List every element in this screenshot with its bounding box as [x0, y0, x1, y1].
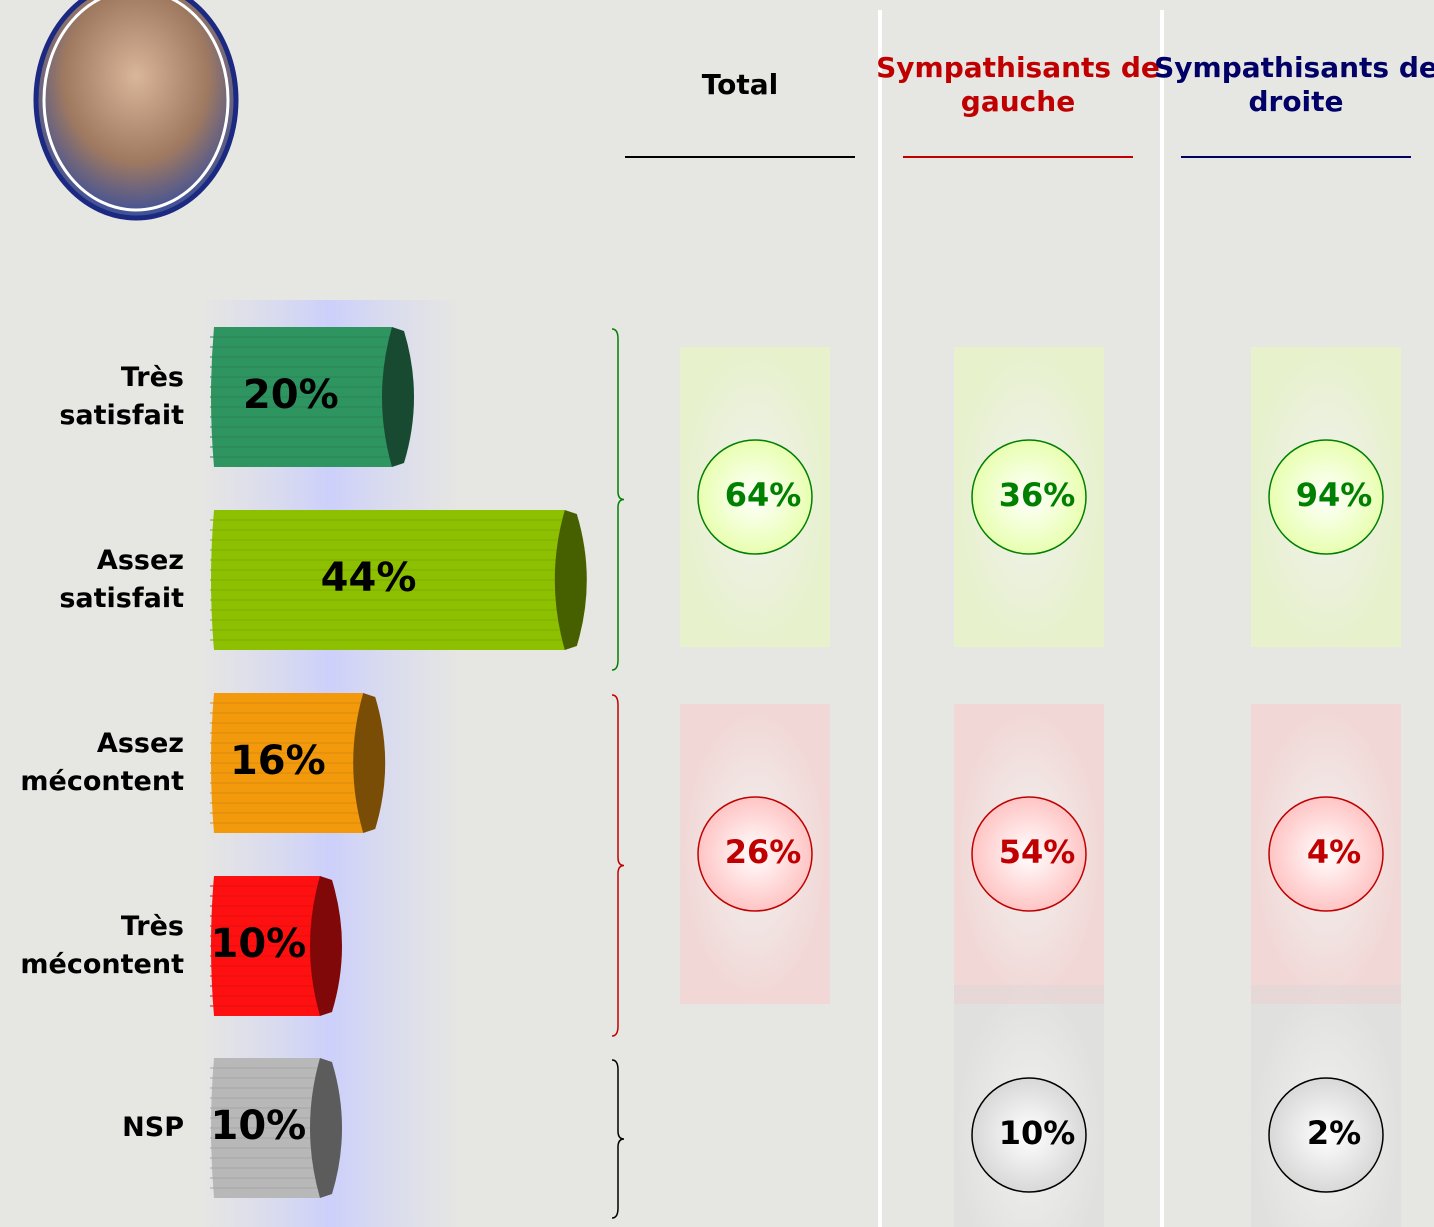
group-brace — [612, 1060, 624, 1218]
category-label: Très mécontent — [0, 896, 184, 996]
bar-value-label: 10% — [211, 1103, 307, 1149]
group-brace — [612, 329, 624, 670]
category-label: Assez mécontent — [0, 713, 184, 813]
infographic: 20% 44% 16% 10% 10% 64% 26% 36% 54% 10% 94% 4% 2% Tr… — [0, 0, 1434, 1227]
bar-value-label: 20% — [243, 372, 339, 418]
value-label: 94% — [1296, 476, 1373, 514]
category-label: Très satisfait — [0, 347, 184, 447]
value-label: 54% — [999, 833, 1076, 871]
category-label: NSP — [0, 1078, 184, 1178]
value-label: 2% — [1307, 1114, 1361, 1152]
bar-value-label: 16% — [230, 738, 326, 784]
column-header: Sympathisants de droite — [1151, 45, 1434, 125]
chart: 20% 44% 16% 10% 10% 64% 26% 36% 54% 10% 94% 4% 2% — [0, 0, 1434, 1227]
value-label: 64% — [725, 476, 802, 514]
bar-value-label: 44% — [321, 555, 417, 601]
value-label: 26% — [725, 833, 802, 871]
value-label: 36% — [999, 476, 1076, 514]
value-label: 10% — [999, 1114, 1076, 1152]
value-label: 4% — [1307, 833, 1361, 871]
category-label: Assez satisfait — [0, 530, 184, 630]
column-header: Sympathisants de gauche — [873, 45, 1163, 125]
bar-value-label: 10% — [211, 921, 307, 967]
column-header: Total — [595, 45, 885, 125]
portrait — [36, 0, 236, 218]
group-brace — [612, 695, 624, 1036]
